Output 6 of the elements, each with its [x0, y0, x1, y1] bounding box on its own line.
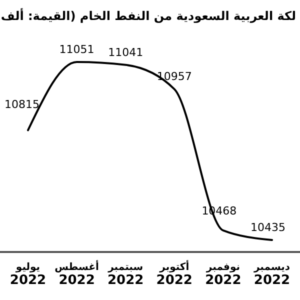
data-label: 10435 [250, 221, 286, 234]
chart-title: لكة العربية السعودية من النفط الخام (القيمة: ألف [0, 8, 296, 23]
data-label: 11041 [108, 46, 144, 59]
data-label: 10957 [156, 70, 192, 84]
data-label: 11051 [59, 43, 94, 56]
data-label: 10815 [4, 98, 40, 112]
